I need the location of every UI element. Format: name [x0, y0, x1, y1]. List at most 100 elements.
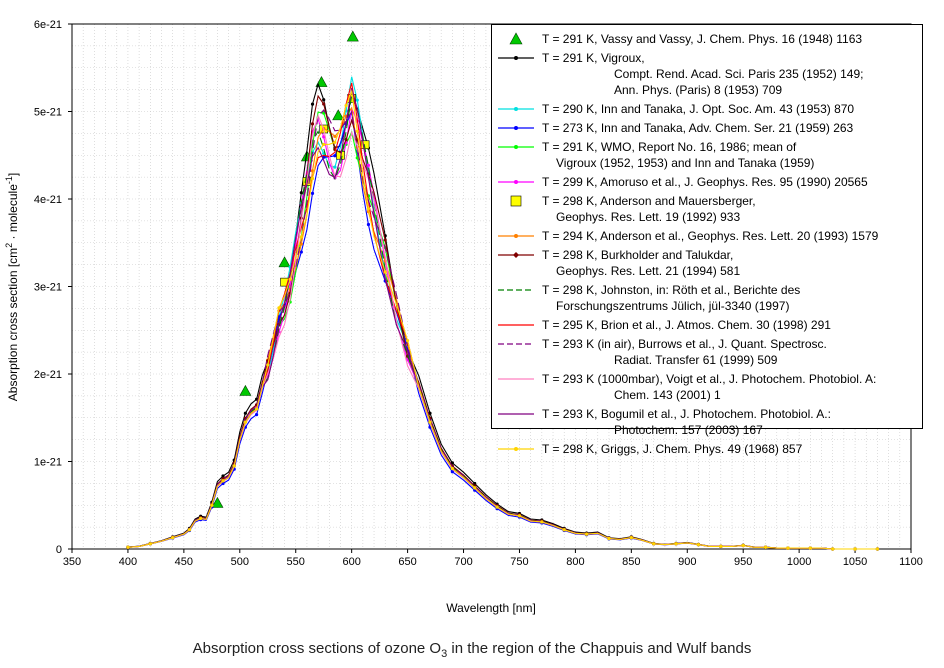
data-point	[310, 176, 315, 181]
legend-text: T = 290 K, Inn and Tanaka, J. Opt. Soc. …	[542, 102, 855, 116]
legend-marker	[510, 195, 522, 207]
data-point	[741, 543, 745, 548]
legend-marker	[509, 32, 523, 45]
x-tick-label: 800	[566, 556, 584, 568]
x-tick-label: 550	[287, 556, 305, 568]
data-point-triangle	[346, 30, 359, 42]
legend-text: T = 298 K, Johnston, in: Röth et al., Be…	[542, 283, 801, 297]
data-point	[243, 411, 247, 415]
legend-marker-dot	[514, 126, 518, 130]
data-point	[232, 464, 236, 468]
x-tick-label: 1050	[843, 556, 867, 568]
data-point	[540, 520, 544, 524]
legend-marker	[498, 343, 534, 345]
data-point	[383, 238, 387, 242]
data-point	[344, 103, 348, 108]
data-point	[450, 466, 454, 471]
chart-caption: Absorption cross sections of ozone O3 in…	[0, 640, 944, 660]
y-tick-label: 4e-21	[34, 194, 62, 206]
legend-marker	[498, 289, 534, 291]
data-point-triangle	[315, 76, 328, 87]
data-point	[333, 154, 337, 158]
data-point-triangle	[239, 384, 252, 396]
data-point	[808, 546, 812, 550]
legend-marker-triangle	[509, 32, 523, 45]
legend-marker-dot	[514, 447, 518, 451]
data-point	[171, 536, 175, 540]
legend-marker	[498, 145, 534, 149]
data-point	[584, 532, 589, 536]
y-axis-label-part: Absorption cross section [cm	[6, 248, 20, 401]
data-point	[853, 547, 857, 551]
legend-text: T = 291 K, WMO, Report No. 16, 1986; mea…	[542, 140, 797, 154]
data-point	[450, 470, 454, 474]
x-tick-label: 900	[678, 556, 696, 568]
x-tick-label: 650	[398, 556, 416, 568]
legend-text: T = 293 K, Bogumil et al., J. Photochem.…	[542, 407, 831, 421]
data-point	[299, 191, 303, 195]
data-point	[428, 420, 432, 424]
legend-marker-dot	[514, 145, 518, 149]
legend-marker	[498, 107, 534, 111]
legend-text: Chem. 143 (2001) 1	[614, 388, 721, 402]
caption-text: in the region of the Chappuis and Wulf b…	[447, 640, 752, 657]
caption-text: Absorption cross sections of ozone O	[192, 640, 442, 657]
legend-marker	[498, 180, 534, 184]
data-point	[674, 542, 678, 546]
legend-text: Forschungszentrums Jülich, jül-3340 (199…	[556, 299, 790, 313]
legend-text: T = 294 K, Anderson et al., Geophys. Res…	[542, 229, 879, 243]
data-point	[473, 481, 477, 486]
data-point	[299, 235, 303, 239]
legend-text: T = 295 K, Brion et al., J. Atmos. Chem.…	[542, 318, 831, 332]
x-tick-label: 850	[622, 556, 640, 568]
legend-text: T = 298 K, Anderson and Mauersberger,	[542, 194, 756, 208]
data-point	[288, 277, 292, 282]
y-tick-label: 2e-21	[34, 369, 62, 381]
data-point	[875, 547, 880, 551]
legend-marker-dot	[514, 107, 518, 111]
data-point	[763, 545, 768, 549]
data-point	[652, 542, 656, 546]
legend-marker-dot	[514, 180, 518, 184]
data-point	[187, 528, 192, 532]
data-point	[310, 169, 315, 173]
data-point	[322, 102, 326, 106]
legend-marker-dot	[514, 56, 518, 60]
data-point	[310, 122, 315, 126]
data-point	[355, 129, 359, 133]
x-tick-label: 1000	[787, 556, 811, 568]
data-point	[254, 413, 259, 417]
data-point	[333, 140, 337, 144]
legend-marker	[498, 413, 534, 415]
legend-text: T = 291 K, Vassy and Vassy, J. Chem. Phy…	[542, 32, 863, 46]
x-tick-label: 700	[454, 556, 472, 568]
legend-marker-square	[510, 195, 522, 207]
data-point	[199, 516, 203, 520]
x-axis: 350 400 450 500 550 600 650 700 750 800 850 900 950 1…	[63, 549, 923, 568]
y-axis-label-part: · molecule	[6, 184, 20, 243]
data-point	[322, 98, 326, 102]
data-point	[366, 207, 371, 211]
legend-text: T = 291 K, Vigroux,	[542, 51, 645, 65]
data-point	[696, 543, 701, 547]
data-point	[322, 142, 326, 147]
data-point	[355, 98, 359, 102]
data-point	[786, 546, 790, 550]
y-axis-label-sup: -1	[4, 176, 14, 184]
data-point	[607, 536, 611, 541]
x-tick-label: 750	[510, 556, 528, 568]
data-point	[629, 536, 633, 540]
data-point	[366, 222, 371, 227]
y-axis-label-part: ]	[6, 173, 20, 176]
x-tick-label: 400	[119, 556, 137, 568]
data-point	[562, 528, 566, 532]
legend-text: T = 293 K (in air), Burrows et al., J. Q…	[542, 337, 827, 351]
data-point	[254, 407, 259, 411]
data-point	[831, 547, 835, 551]
legend-text: Ann. Phys. (Paris) 8 (1953) 709	[614, 83, 783, 97]
data-point	[333, 165, 337, 169]
legend-text: T = 293 K (1000mbar), Voigt et al., J. P…	[542, 372, 877, 386]
data-point	[310, 191, 315, 195]
data-point	[495, 505, 499, 509]
data-point	[333, 134, 337, 138]
